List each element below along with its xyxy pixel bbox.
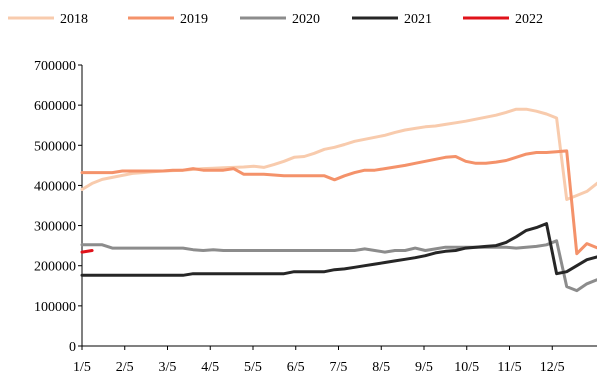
legend-label-2022: 2022	[515, 12, 543, 27]
x-tick-label: 6/5	[287, 360, 305, 375]
y-tick-label: 600000	[34, 99, 76, 114]
x-axis: 1/5 2/5 3/5 4/5 5/5 6/5 7/5 8/5 9/5 10/5 11/5 12/5	[73, 345, 597, 375]
legend-label-2020: 2020	[292, 12, 320, 27]
x-tick-label: 8/5	[372, 360, 390, 375]
x-tick-label: 11/5	[497, 360, 521, 375]
legend-label-2021: 2021	[404, 12, 432, 27]
y-tick-label: 300000	[34, 220, 76, 235]
legend: 2018 2019 2020 2021 2022	[8, 12, 543, 27]
x-tick-label: 1/5	[73, 360, 91, 375]
x-tick-label: 3/5	[159, 360, 177, 375]
x-tick-label: 5/5	[244, 360, 262, 375]
legend-label-2018: 2018	[60, 12, 88, 27]
series-line-2018	[80, 107, 597, 201]
y-tick-label: 200000	[34, 260, 76, 275]
x-tick-label: 12/5	[540, 360, 565, 375]
y-tick-label: 400000	[34, 179, 76, 194]
x-tick-label: 9/5	[415, 360, 433, 375]
series-line-2019	[80, 149, 597, 256]
series-line-2022	[80, 249, 94, 254]
y-tick-label: 500000	[34, 139, 76, 154]
series-line-2021	[80, 222, 597, 277]
y-tick-label: 0	[69, 340, 76, 355]
y-axis: 0 100000 200000 300000 400000 500000 600000 700…	[34, 59, 83, 355]
y-tick-label: 100000	[34, 300, 76, 315]
x-tick-label: 7/5	[330, 360, 348, 375]
x-tick-label: 4/5	[201, 360, 219, 375]
x-tick-label: 2/5	[116, 360, 134, 375]
series-line-2020	[80, 239, 597, 293]
y-tick-label: 700000	[34, 59, 76, 74]
legend-label-2019: 2019	[180, 12, 208, 27]
x-tick-label: 10/5	[454, 360, 479, 375]
plot-area	[80, 107, 597, 293]
